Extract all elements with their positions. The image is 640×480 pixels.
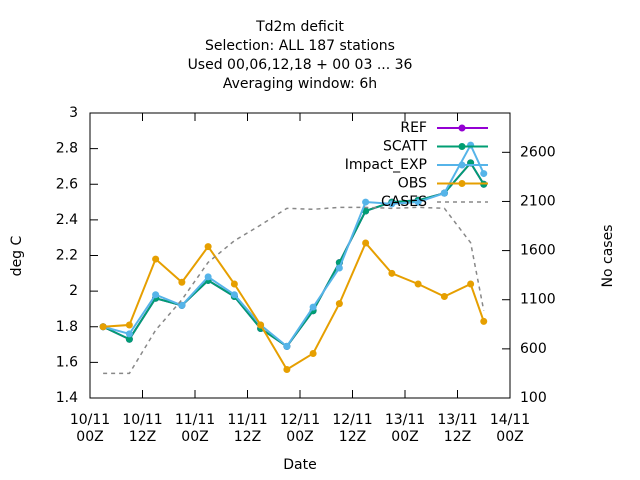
chart-title: Averaging window: 6h — [223, 76, 377, 92]
legend-label: CASES — [381, 194, 427, 210]
point — [99, 323, 107, 331]
point — [362, 207, 370, 215]
point — [257, 321, 265, 329]
point — [204, 243, 212, 251]
point — [204, 273, 212, 281]
legend-label: REF — [400, 120, 427, 136]
x-tick-label: 10/11 12Z — [122, 412, 162, 445]
y2-tick-label: 1600 — [520, 243, 556, 259]
series-line — [103, 241, 485, 371]
point — [388, 269, 396, 277]
point — [309, 349, 317, 357]
x-tick-label: 14/11 00Z — [490, 412, 530, 445]
chart-title: Used 00,06,12,18 + 00 03 ... 36 — [188, 57, 413, 73]
point — [178, 301, 186, 309]
point — [480, 170, 488, 178]
series-line — [102, 142, 485, 348]
y-tick-label: 2.6 — [56, 176, 78, 192]
point — [178, 278, 186, 286]
legend-marker — [458, 180, 466, 187]
y-tick-label: 2 — [69, 283, 78, 299]
x-tick-label: 11/11 00Z — [175, 412, 215, 445]
legend-label: Impact_EXP — [345, 157, 427, 173]
point — [480, 317, 488, 325]
point — [152, 291, 160, 299]
point — [388, 200, 396, 208]
point — [362, 198, 370, 206]
point — [440, 189, 448, 197]
point — [362, 239, 370, 247]
series-line — [103, 206, 485, 375]
legend-label: OBS — [398, 176, 427, 192]
point — [125, 335, 133, 343]
y-tick-label: 3 — [69, 105, 78, 121]
legend-label: SCATT — [383, 139, 427, 155]
y2-tick-label: 1100 — [520, 292, 556, 308]
chart-title: Selection: ALL 187 stations — [205, 38, 395, 54]
x-tick-label: 12/11 12Z — [332, 412, 372, 445]
y-tick-label: 2.2 — [56, 248, 78, 264]
point — [125, 330, 133, 338]
legend-marker — [458, 161, 466, 169]
point — [440, 292, 448, 300]
y2-axis-label: No cases — [600, 225, 616, 288]
x-axis-label: Date — [283, 457, 316, 473]
x-tick-label: 11/11 12Z — [227, 412, 267, 445]
point — [309, 303, 317, 311]
point — [152, 255, 160, 263]
point — [283, 366, 291, 373]
point — [414, 280, 422, 288]
y-axis-label: deg C — [9, 235, 25, 276]
point — [414, 198, 422, 206]
x-tick-label: 12/11 00Z — [280, 412, 320, 445]
y2-tick-label: 2600 — [520, 144, 556, 160]
legend-marker — [458, 124, 466, 132]
x-tick-label: 13/11 00Z — [385, 412, 425, 445]
point — [335, 300, 343, 308]
y-tick-label: 1.4 — [56, 390, 78, 406]
y-tick-label: 1.8 — [56, 319, 78, 335]
legend-marker — [458, 143, 466, 150]
point — [335, 264, 343, 272]
y2-tick-label: 2100 — [520, 193, 556, 209]
chart-title: Td2m deficit — [255, 19, 344, 35]
point — [230, 291, 238, 299]
y-tick-label: 1.6 — [56, 354, 78, 370]
y2-tick-label: 100 — [520, 390, 547, 406]
x-tick-label: 10/11 00Z — [70, 412, 110, 445]
point — [230, 280, 238, 288]
x-tick-label: 13/11 12Z — [437, 412, 477, 445]
point — [283, 342, 291, 350]
point — [467, 280, 475, 288]
point — [125, 321, 133, 329]
point — [467, 141, 475, 149]
y-tick-label: 2.4 — [56, 212, 78, 228]
y2-tick-label: 600 — [520, 341, 547, 357]
y-tick-label: 2.8 — [56, 141, 78, 157]
